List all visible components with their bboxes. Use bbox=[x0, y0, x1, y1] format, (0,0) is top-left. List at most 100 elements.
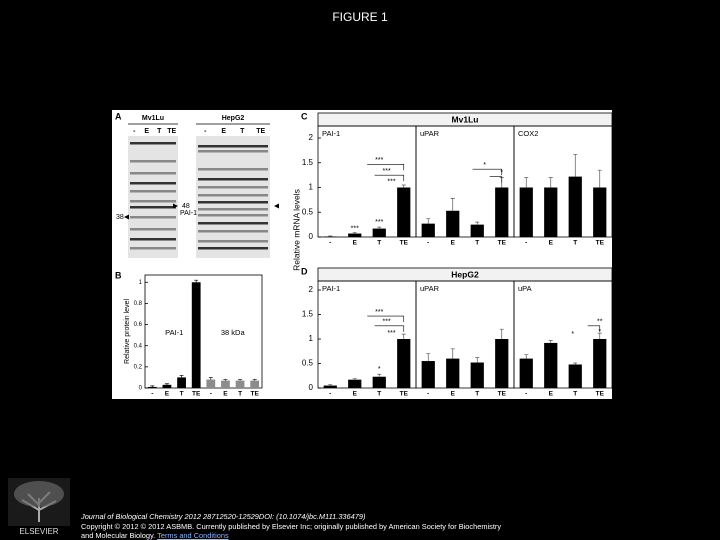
x-tick-label: - bbox=[525, 391, 527, 398]
y-tick-label: 0.8 bbox=[134, 301, 143, 307]
y-tick-label: 0.2 bbox=[134, 364, 143, 370]
panel-label: B bbox=[115, 270, 122, 280]
lane-label: - bbox=[133, 128, 136, 135]
bar bbox=[372, 376, 386, 388]
panel-label: A bbox=[115, 111, 122, 121]
x-tick-label: T bbox=[573, 240, 577, 247]
error-bar bbox=[401, 333, 406, 339]
x-tick-label: TE bbox=[596, 240, 605, 247]
x-tick-label: TE bbox=[251, 391, 260, 398]
bar bbox=[568, 364, 582, 388]
significance: * bbox=[500, 169, 503, 176]
x-tick-label: E bbox=[353, 240, 358, 247]
error-bar bbox=[352, 378, 357, 380]
elsevier-logo: ELSEVIER bbox=[8, 478, 70, 536]
panel-label: D bbox=[301, 266, 308, 276]
error-bar bbox=[573, 362, 578, 365]
y-tick-label: 2 bbox=[309, 285, 314, 294]
bar bbox=[177, 377, 186, 388]
cell-line: HepG2 bbox=[451, 269, 479, 279]
x-tick-label: TE bbox=[498, 240, 507, 247]
gel-band bbox=[130, 200, 176, 203]
significance: *** bbox=[375, 219, 383, 226]
y-tick-label: 1.5 bbox=[302, 158, 314, 167]
bracket bbox=[489, 176, 503, 183]
x-tick-label: E bbox=[223, 391, 228, 398]
group-label: PAI-1 bbox=[165, 328, 183, 337]
journal-ref: Journal of Biological Chemistry 2012 287… bbox=[81, 512, 366, 521]
gel-band bbox=[130, 216, 176, 219]
gel-band bbox=[130, 172, 176, 175]
x-tick-label: - bbox=[151, 391, 153, 398]
significance: *** bbox=[375, 157, 383, 164]
gel-band bbox=[130, 142, 176, 145]
gel-band bbox=[130, 228, 176, 231]
x-tick-label: T bbox=[377, 391, 381, 398]
gene-name: COX2 bbox=[518, 129, 538, 138]
subplot-frame bbox=[513, 280, 613, 389]
x-tick-label: E bbox=[451, 240, 456, 247]
bar bbox=[221, 380, 230, 388]
gel-band bbox=[198, 178, 268, 181]
gel bbox=[196, 136, 270, 258]
error-bar bbox=[548, 177, 553, 188]
significance: * bbox=[483, 162, 486, 169]
error-bar bbox=[179, 374, 184, 378]
error-bar bbox=[223, 379, 228, 381]
bar bbox=[519, 187, 533, 237]
significance: *** bbox=[351, 225, 359, 232]
bar bbox=[544, 187, 558, 237]
copyright: Copyright © 2012 © 2012 ASBMB. Currently… bbox=[81, 521, 502, 540]
gel-band bbox=[198, 168, 268, 171]
bar bbox=[348, 379, 362, 388]
bracket bbox=[367, 315, 405, 323]
error-bar bbox=[426, 218, 431, 224]
terms-link[interactable]: Terms and Conditions bbox=[157, 531, 229, 540]
x-tick-label: - bbox=[525, 240, 527, 247]
significance: *** bbox=[387, 178, 395, 185]
error-bar bbox=[597, 169, 602, 188]
bar bbox=[397, 339, 411, 388]
bracket bbox=[367, 163, 405, 171]
error-bar bbox=[499, 328, 504, 339]
bar bbox=[421, 223, 435, 237]
bracket bbox=[374, 325, 405, 332]
subplot-frame bbox=[513, 125, 613, 238]
slide-title: FIGURE 1 bbox=[332, 10, 388, 24]
x-tick-label: T bbox=[475, 240, 479, 247]
cell-line: Mv1Lu bbox=[452, 114, 479, 124]
bar bbox=[495, 339, 509, 388]
gene-name: PAI-1 bbox=[322, 129, 340, 138]
error-bar bbox=[548, 340, 553, 343]
plot-frame bbox=[144, 274, 263, 389]
lane-label: T bbox=[157, 128, 162, 135]
error-bar bbox=[426, 353, 431, 362]
error-bar bbox=[450, 348, 455, 359]
error-bar bbox=[475, 221, 480, 225]
gene-name: uPA bbox=[518, 284, 532, 293]
marker-label: PAI-1 bbox=[180, 210, 197, 217]
lane-label: TE bbox=[167, 128, 176, 135]
error-bar bbox=[238, 379, 243, 381]
x-tick-label: E bbox=[451, 391, 456, 398]
error-bar bbox=[524, 354, 529, 359]
gel-band bbox=[130, 190, 176, 193]
lane-label: E bbox=[221, 128, 226, 135]
bar bbox=[446, 358, 460, 388]
bracket bbox=[587, 325, 601, 332]
y-tick-label: 1 bbox=[309, 183, 314, 192]
cell-line: HepG2 bbox=[222, 115, 245, 122]
bar bbox=[397, 187, 411, 237]
x-tick-label: TE bbox=[596, 391, 605, 398]
logo-crown bbox=[14, 481, 64, 507]
x-tick-label: - bbox=[329, 240, 331, 247]
x-tick-label: TE bbox=[400, 240, 409, 247]
lane-label: E bbox=[144, 128, 149, 135]
significance: * bbox=[598, 328, 601, 335]
error-bar bbox=[150, 385, 155, 387]
y-tick-label: 0.6 bbox=[134, 322, 143, 328]
gene-name: uPAR bbox=[420, 284, 440, 293]
error-bar bbox=[352, 232, 357, 234]
gel-band bbox=[130, 238, 176, 241]
citation: Journal of Biological Chemistry 2012 287… bbox=[81, 512, 511, 540]
